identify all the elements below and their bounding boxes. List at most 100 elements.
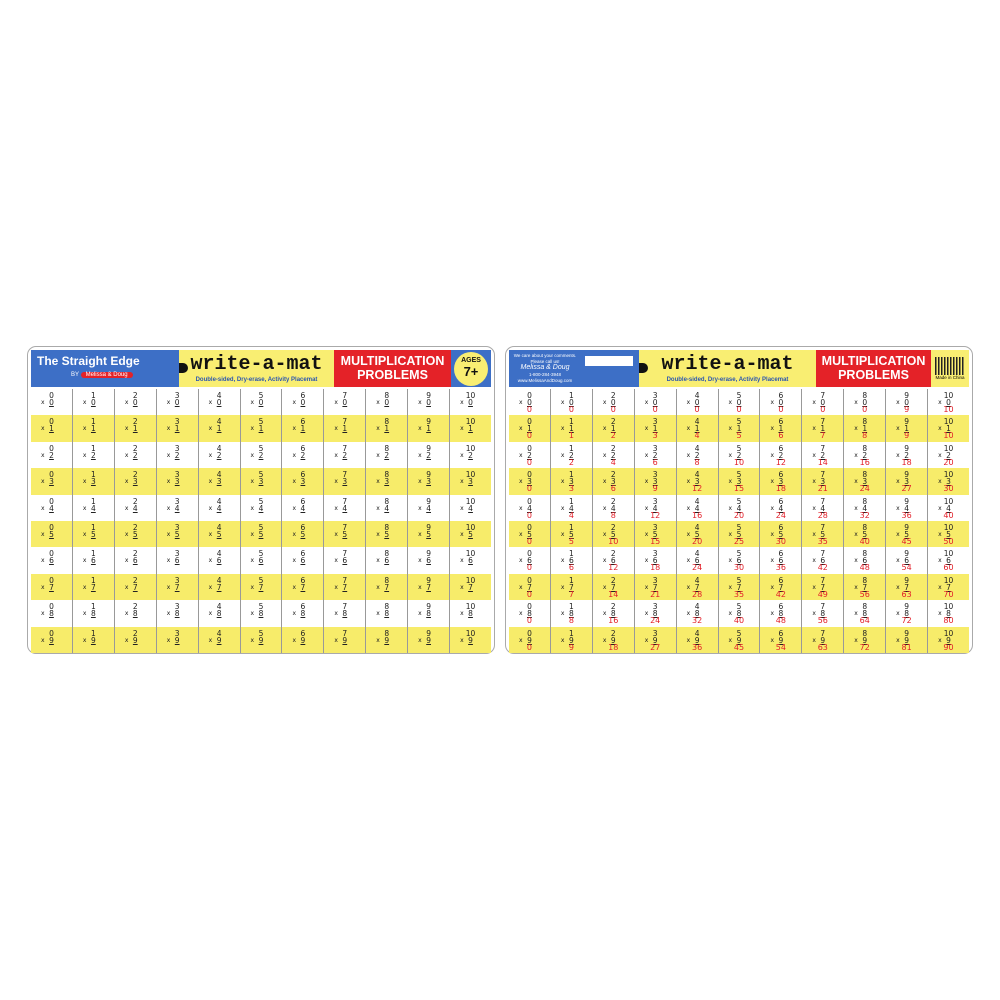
multiplier: 2	[90, 450, 96, 460]
problem-cell: 2 x 6 12	[591, 547, 634, 574]
times-sign: x	[376, 583, 380, 591]
multiplier: 7	[820, 582, 826, 592]
times-sign: x	[334, 478, 338, 486]
times-sign: x	[250, 531, 255, 538]
times-sign: x	[208, 425, 213, 433]
multiplicand: 2	[132, 470, 138, 480]
problem-row: 0 x 2 0 1 x 2 2 2 x 2 4 3 x 2 6 4 x 2 8 5 x 2 10 6 x 2 12 7 x 2 14 8 x 2 16…	[509, 441, 969, 469]
times-sign: x	[292, 478, 296, 486]
multiplier: 8	[132, 609, 138, 619]
multiplicand: 10	[943, 602, 954, 612]
times-sign: x	[602, 610, 607, 618]
multiplicand: 4	[216, 391, 222, 400]
times-sign: x	[124, 531, 129, 538]
multiplicand: 1	[568, 602, 574, 612]
answer: 15	[650, 537, 661, 546]
multiplicand: 6	[778, 602, 784, 612]
answer: 0	[526, 642, 532, 652]
times-sign: x	[812, 504, 816, 512]
answer: 0	[610, 405, 616, 414]
times-sign: x	[560, 504, 565, 512]
multiplier: 0	[49, 398, 54, 407]
answer: 2	[610, 431, 616, 441]
answer: 6	[568, 563, 574, 573]
multiplier: 3	[216, 477, 222, 487]
times-sign: x	[418, 504, 422, 512]
answer: 0	[694, 405, 700, 414]
multiplier: 9	[736, 635, 742, 645]
times-sign: x	[460, 451, 464, 459]
answer: 27	[650, 642, 661, 652]
problem-cell: 4 x 8 32	[675, 600, 718, 627]
multiplier: 0	[946, 398, 951, 407]
multiplicand: 9	[426, 549, 431, 559]
answer: 24	[775, 510, 786, 520]
problem-cell: 6 x 4 24	[759, 494, 801, 521]
multiplicand: 7	[342, 549, 348, 559]
multiplicand: 2	[132, 628, 138, 638]
problem-cell: 2 x 8 16	[591, 600, 634, 627]
multiplier: 9	[862, 635, 868, 645]
multiplicand: 5	[258, 602, 264, 612]
problem-cell: 8 x 3 24	[843, 468, 885, 495]
times-sign: x	[41, 399, 45, 406]
multiplicand: 3	[174, 391, 180, 400]
answer: 40	[733, 616, 745, 626]
problem-cell: 10 x 3 30	[927, 468, 969, 495]
problem-cell: 10 x 0	[449, 389, 491, 416]
multiplicand: 0	[49, 628, 54, 638]
times-sign: x	[418, 451, 422, 459]
problem-cell: 4 x 5 20	[675, 521, 718, 548]
multiplicand: 5	[258, 523, 264, 532]
problem-row: 0 x 5 0 1 x 5 5 2 x 5 10 3 x 5 15 4 x 5 20 5 x 5 25 6 x 5 30 7 x 5 35 8 x…	[509, 521, 969, 548]
times-sign: x	[938, 425, 942, 433]
multiplier: 0	[300, 398, 306, 407]
multiplier: 8	[610, 609, 616, 619]
multiplicand: 1	[90, 549, 96, 559]
problem-cell: 10 x 1	[449, 415, 491, 442]
multiplicand: 0	[49, 602, 54, 612]
answer: 81	[901, 642, 912, 652]
multiplier: 1	[736, 424, 742, 434]
times-sign: x	[560, 531, 565, 538]
multiplicand: 5	[258, 391, 264, 400]
times-sign: x	[292, 557, 296, 565]
answer: 0	[820, 405, 826, 414]
problem-cell: 9 x 8 72	[885, 600, 927, 627]
times-sign: x	[686, 610, 691, 618]
multiplicand: 4	[216, 575, 222, 585]
multiplicand: 2	[132, 391, 138, 400]
multiplicand: 4	[216, 628, 222, 638]
multiplicand: 8	[862, 496, 868, 506]
multiplicand: 3	[174, 628, 180, 638]
times-sign: x	[292, 610, 296, 618]
multiplier: 6	[468, 556, 473, 566]
multiplier: 7	[49, 582, 54, 592]
problem-cell: 10 x 4	[449, 494, 491, 521]
multiplicand: 5	[258, 549, 264, 559]
multiplier: 8	[174, 609, 180, 619]
multiplier: 7	[468, 582, 473, 592]
multiplier: 2	[468, 450, 473, 460]
problem-cell: 10 x 4 40	[927, 494, 969, 521]
times-sign: x	[124, 399, 129, 406]
answer: 40	[859, 537, 870, 546]
tagline: Double-sided, Dry-erase, Activity Placem…	[666, 377, 789, 383]
multiplicand: 7	[820, 523, 826, 532]
problem-cell: 8 x 7 56	[843, 573, 885, 601]
multiplier: 5	[652, 530, 658, 539]
times-sign: x	[82, 557, 87, 565]
multiplier: 9	[904, 635, 909, 645]
multiplicand: 6	[300, 602, 306, 612]
